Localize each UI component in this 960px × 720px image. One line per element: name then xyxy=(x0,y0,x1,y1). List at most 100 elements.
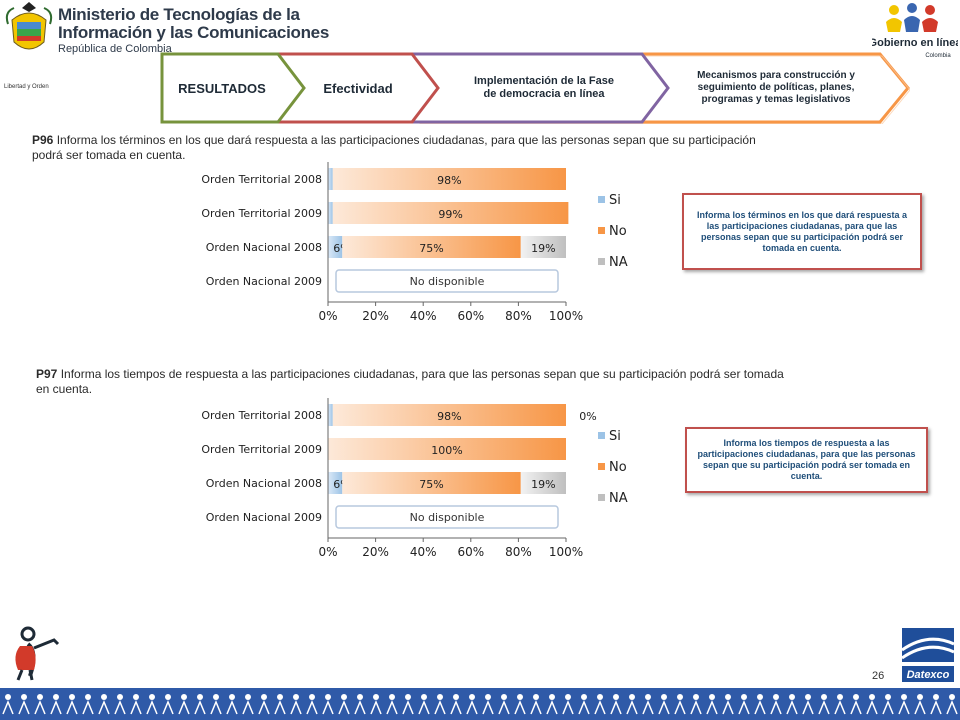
footer-figure-head xyxy=(677,694,683,700)
footer-figure-head xyxy=(101,694,107,700)
category-label: Orden Territorial 2008 xyxy=(201,409,322,422)
footer-figure-body xyxy=(866,700,878,715)
footer-figure-body xyxy=(850,700,862,715)
footer-figure-head xyxy=(805,694,811,700)
footer-figure-body xyxy=(706,700,718,715)
footer-figure-body xyxy=(258,700,270,715)
ministry-tagline: Libertad y Orden xyxy=(4,84,49,90)
footer-figure-body xyxy=(322,700,334,715)
no-disponible-box xyxy=(335,505,559,529)
footer-figure-head xyxy=(549,694,555,700)
nav-step3-line2: de democracia en línea xyxy=(483,88,605,100)
footer-figure-head xyxy=(325,694,331,700)
category-label: Orden Territorial 2008 xyxy=(201,173,322,186)
footer-figure-head xyxy=(533,694,539,700)
footer-figure-body xyxy=(466,700,478,715)
footer-figure-body xyxy=(738,700,750,715)
category-label: Orden Nacional 2009 xyxy=(206,511,322,524)
footer-figure-body xyxy=(482,700,494,715)
legend-label-na: NA xyxy=(609,255,628,270)
datexco-logo: Datexco xyxy=(901,628,955,682)
bar-segment-no xyxy=(342,236,521,258)
nav-step4-line2: seguimiento de políticas, planes, xyxy=(697,82,855,93)
footer-figure-body xyxy=(162,700,174,715)
footer-figure-body xyxy=(418,700,430,715)
bar-segment-na xyxy=(520,472,566,494)
footer-figure-head xyxy=(149,694,155,700)
gobierno-logo-text: Gobierno en línea xyxy=(872,37,958,49)
data-label: 98% xyxy=(437,410,461,423)
x-tick-label: 40% xyxy=(410,545,437,559)
nav-step3[interactable]: Implementación de la Fase de democracia … xyxy=(446,54,642,122)
footer-figure-head xyxy=(837,694,843,700)
footer-figure-body xyxy=(98,700,110,715)
footer-figure-body xyxy=(82,700,94,715)
footer-figure-head xyxy=(277,694,283,700)
footer-figure-head xyxy=(53,694,59,700)
bar-segment-no xyxy=(328,438,566,460)
legend-swatch-no xyxy=(598,227,605,234)
legend-swatch-na xyxy=(598,494,605,501)
footer-figure-head xyxy=(757,694,763,700)
footer-figure-head xyxy=(773,694,779,700)
category-label: Orden Territorial 2009 xyxy=(201,207,322,220)
legend-label-na: NA xyxy=(609,491,628,506)
nav-step2[interactable]: Efectividad xyxy=(302,54,414,122)
footer-figure-head xyxy=(613,694,619,700)
footer-figure-head xyxy=(901,694,907,700)
footer-figure-head xyxy=(933,694,939,700)
callout-p97: Informa los tiempos de respuesta a las p… xyxy=(685,427,928,493)
footer-figure-head xyxy=(117,694,123,700)
footer-figure-body xyxy=(658,700,670,715)
footer-figure-head xyxy=(213,694,219,700)
footer-figure-body xyxy=(194,700,206,715)
nav-step4[interactable]: Mecanismos para construcción y seguimien… xyxy=(674,54,878,122)
no-disponible-label: No disponible xyxy=(410,511,485,524)
legend-swatch-na xyxy=(598,258,605,265)
step-navigation: RESULTADOS Efectividad Implementación de… xyxy=(160,52,910,124)
footer-figure-body xyxy=(770,700,782,715)
footer-figure-head xyxy=(37,694,43,700)
gobierno-en-linea-logo: Gobierno en línea Colombia xyxy=(872,3,958,59)
footer-figure-head xyxy=(885,694,891,700)
data-label: 0% xyxy=(579,410,596,423)
footer-figure-head xyxy=(917,694,923,700)
footer-figure-head xyxy=(229,694,235,700)
x-tick-label: 60% xyxy=(457,545,484,559)
ministry-line-3: República de Colombia xyxy=(58,43,172,55)
footer-figure-body xyxy=(898,700,910,715)
category-label: Orden Territorial 2009 xyxy=(201,443,322,456)
footer-figure-body xyxy=(674,700,686,715)
nav-step1-label: RESULTADOS xyxy=(178,80,266,96)
footer-figure-body xyxy=(18,700,30,715)
nav-step1[interactable]: RESULTADOS xyxy=(166,54,278,122)
footer-figure-body xyxy=(34,700,46,715)
footer-figure-body xyxy=(274,700,286,715)
legend-label-si: Si xyxy=(609,193,621,208)
footer-figure-head xyxy=(485,694,491,700)
footer-figure-body xyxy=(578,700,590,715)
chevron-step1 xyxy=(160,52,306,124)
bar-segment-no xyxy=(332,404,566,426)
datexco-logo-text: Datexco xyxy=(907,669,950,681)
footer-figure-body xyxy=(114,700,126,715)
footer-figure-body xyxy=(626,700,638,715)
question-p97-text-line1: Informa los tiempos de respuesta a las p… xyxy=(57,367,784,381)
callout-p96: Informa los términos en los que dará res… xyxy=(682,193,922,270)
mascot-icon xyxy=(15,626,60,681)
footer-figure-body xyxy=(514,700,526,715)
footer-figure-head xyxy=(85,694,91,700)
footer-figure-head xyxy=(725,694,731,700)
footer-figure-head xyxy=(821,694,827,700)
footer-figure-body xyxy=(66,700,78,715)
question-p96: P96 Informa los términos en los que dará… xyxy=(32,133,872,163)
footer-figure-head xyxy=(181,694,187,700)
x-tick-label: 40% xyxy=(410,309,437,323)
category-label: Orden Nacional 2008 xyxy=(206,241,322,254)
page-number: 26 xyxy=(872,670,885,682)
question-p96-code: P96 xyxy=(32,133,54,147)
footer-figure-body xyxy=(642,700,654,715)
footer-figure-head xyxy=(629,694,635,700)
footer-figure-head xyxy=(869,694,875,700)
footer-figure-body xyxy=(802,700,814,715)
